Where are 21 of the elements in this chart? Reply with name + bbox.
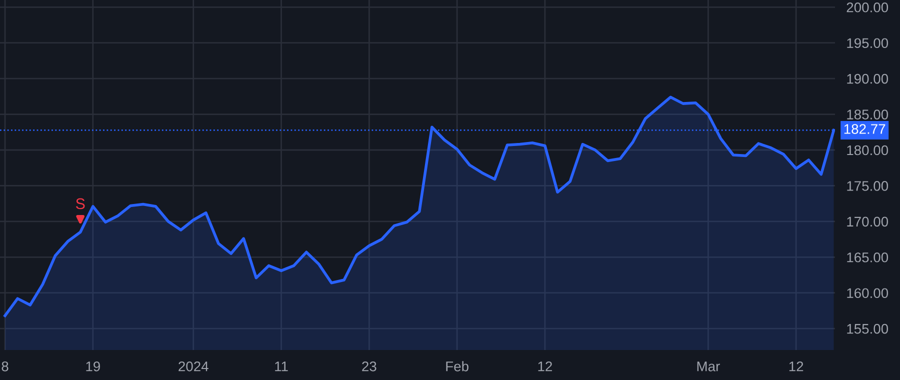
annotation: S xyxy=(76,198,85,210)
y-tick-label: 190.00 xyxy=(847,74,888,84)
x-tick-label: 23 xyxy=(362,361,376,372)
y-tick-label: 170.00 xyxy=(847,216,888,227)
y-tick-label: 155.00 xyxy=(847,324,888,334)
x-tick-label: 2024 xyxy=(178,361,208,372)
y-tick-label: 185.00 xyxy=(847,110,888,120)
x-tick-label: 12 xyxy=(789,361,804,372)
x-tick-label: Mar xyxy=(697,362,720,372)
x-tick-label: Feb xyxy=(446,361,468,372)
ref-line-label: 182.77 xyxy=(844,124,886,134)
x-tick-label: 12 xyxy=(538,361,552,372)
y-tick-label: 175.00 xyxy=(847,181,888,191)
y-tick-label: 160.00 xyxy=(847,288,888,298)
y-tick-label: 180.00 xyxy=(847,145,888,156)
y-tick-label: 165.00 xyxy=(847,252,888,262)
x-tick-label: 8 xyxy=(2,361,8,372)
x-tick-label: 11 xyxy=(275,362,288,372)
y-tick-label: 195.00 xyxy=(847,38,888,48)
x-tick-label: 19 xyxy=(86,361,100,372)
y-tick-label: 200.00 xyxy=(846,2,888,12)
